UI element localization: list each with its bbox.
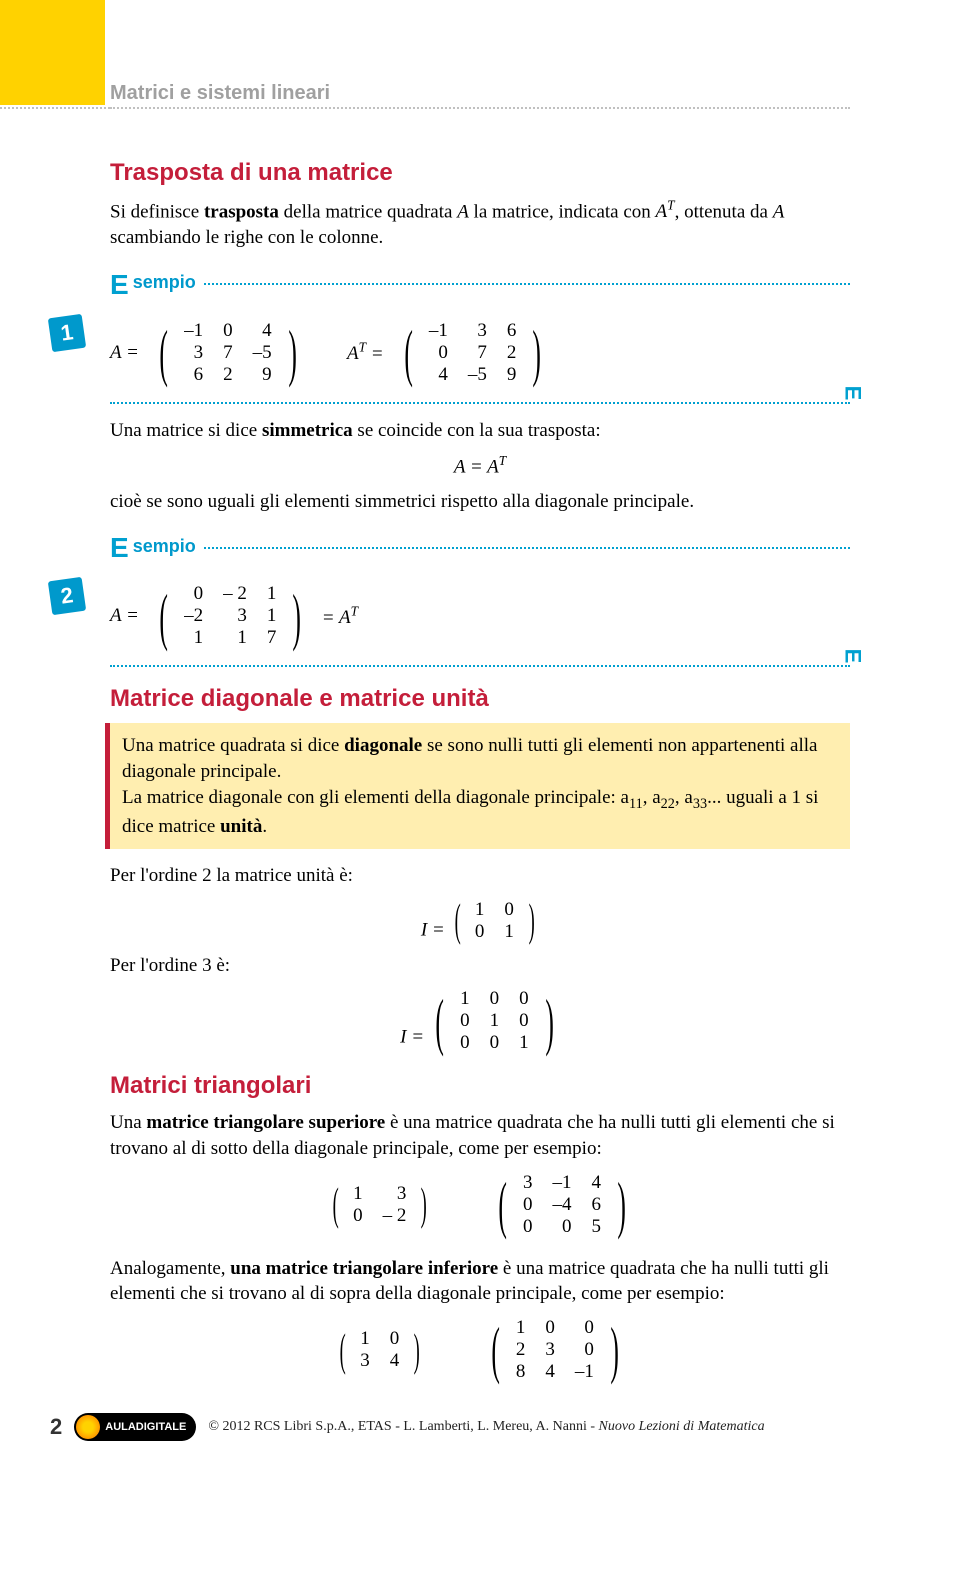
example-number-1: 1: [48, 313, 86, 351]
example-number-2: 2: [48, 577, 86, 615]
matrix-I2: ( 1001 ): [450, 899, 540, 943]
esempio-end-icon: E: [840, 649, 866, 664]
corner-tab: [0, 0, 105, 105]
matrix-I3: ( 100010001 ): [429, 988, 560, 1054]
simmetrica-p2: cioè se sono uguali gli elementi simmetr…: [110, 489, 850, 515]
matrix-tri-sup-2: ( 130– 2 ): [328, 1183, 432, 1227]
esempio-heading: Esempio: [110, 267, 850, 302]
matrix-A1: ( –10437–5629 ): [153, 320, 303, 386]
ord3-text: Per l'ordine 3 è:: [110, 953, 850, 979]
matrix-tri-sup-3: ( 3–140–46005 ): [492, 1172, 633, 1238]
trasposta-intro: Si definisce trasposta della matrice qua…: [110, 197, 850, 251]
page-content: Matrici e sistemi lineari Trasposta di u…: [0, 0, 960, 1481]
logo-icon: [76, 1415, 100, 1439]
matrix-AT1: ( –1360724–59 ): [398, 320, 548, 386]
matrix-A2: ( 0– 21–231117 ): [153, 583, 308, 649]
matrix-tri-inf-3: ( 10023084–1 ): [485, 1317, 626, 1383]
definition-box-diagonale: Una matrice quadrata si dice diagonale s…: [105, 723, 850, 849]
page-number: 2: [50, 1414, 62, 1440]
example-1: 1 A = ( –10437–5629 ) AT = ( –1360724–59…: [110, 308, 850, 398]
ord2-text: Per l'ordine 2 la matrice unità è:: [110, 863, 850, 889]
section-title-triangolari: Matrici triangolari: [110, 1072, 850, 1100]
section-title-trasposta: Trasposta di una matrice: [110, 159, 850, 187]
publisher-logo: AULADIGITALE: [74, 1413, 196, 1441]
triang-p1: Una matrice triangolare superiore è una …: [110, 1110, 850, 1161]
chapter-title: Matrici e sistemi lineari: [110, 0, 850, 109]
copyright-text: © 2012 RCS Libri S.p.A., ETAS - L. Lambe…: [208, 1419, 764, 1435]
esempio-end-icon: E: [840, 385, 866, 400]
simmetrica-eq: A = AT: [110, 453, 850, 478]
page-footer: 2 AULADIGITALE © 2012 RCS Libri S.p.A., …: [110, 1413, 850, 1441]
esempio-heading-2: Esempio: [110, 530, 850, 565]
example-2: 2 A = ( 0– 21–231117 ) = AT E: [110, 571, 850, 661]
esempio-e-icon: E: [110, 532, 129, 564]
section-title-diagonale: Matrice diagonale e matrice unità: [110, 685, 850, 713]
triang-p2: Analogamente, una matrice triangolare in…: [110, 1256, 850, 1307]
esempio-e-icon: E: [110, 269, 129, 301]
simmetrica-p1: Una matrice si dice simmetrica se coinci…: [110, 418, 850, 444]
matrix-tri-inf-2: ( 1034 ): [335, 1328, 425, 1372]
